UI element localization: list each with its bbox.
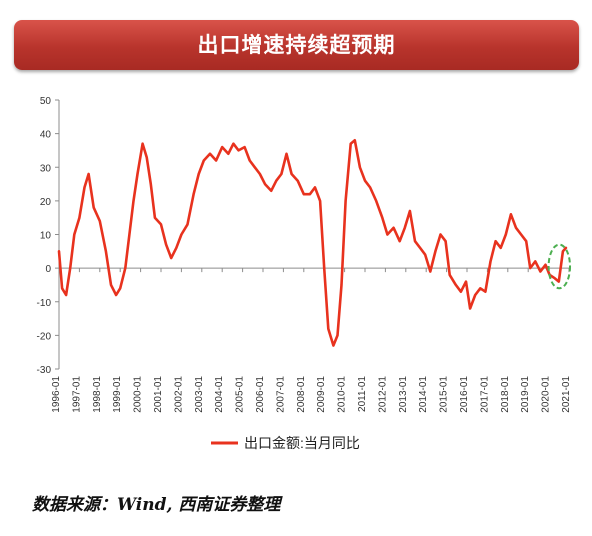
highlight-ellipse xyxy=(547,243,572,290)
x-tick-label: 2018-01 xyxy=(500,376,511,413)
x-axis: 1996-01 1997-01 1998-01 1999-01 2000-01 2001-… xyxy=(51,267,572,413)
legend: 出口金额:当月同比 xyxy=(211,435,360,451)
x-tick-label: 2012-01 xyxy=(377,376,388,413)
x-tick-label: 2011-01 xyxy=(357,376,368,412)
highlight-layer xyxy=(547,243,572,290)
y-axis: -30 -20 -10 0 10 20 30 40 50 xyxy=(37,96,60,376)
x-tick-label: 1999-01 xyxy=(112,376,123,413)
series-layer xyxy=(57,139,568,347)
x-tick-label: 2008-01 xyxy=(296,376,307,413)
y-tick-label: 50 xyxy=(40,96,52,107)
y-tick-label: 0 xyxy=(45,264,51,275)
line-chart: -30 -20 -10 0 10 20 30 40 50 1996-01 1997-01 1998-… xyxy=(37,96,572,451)
y-tick-label: 10 xyxy=(40,231,52,242)
x-tick-label: 2001-01 xyxy=(153,376,164,413)
page-title: 出口增速持续超预期 xyxy=(197,33,396,57)
x-tick-label: 2004-01 xyxy=(214,376,225,413)
x-tick-label: 2017-01 xyxy=(479,376,490,413)
x-tick-label: 2015-01 xyxy=(439,376,450,413)
source-note: 数据来源：Wind, 西南证券整理 xyxy=(32,495,281,515)
x-tick-label: 2006-01 xyxy=(255,376,266,413)
x-tick-label: 1998-01 xyxy=(92,376,103,413)
x-tick-label: 2013-01 xyxy=(398,376,409,413)
y-tick-label: 20 xyxy=(40,197,52,208)
x-tick-label: 2005-01 xyxy=(235,376,246,413)
y-tick-label: -30 xyxy=(37,365,52,376)
x-tick-label: 1996-01 xyxy=(51,376,62,413)
x-tick-label: 1997-01 xyxy=(71,376,82,413)
x-tick-label: 2020-01 xyxy=(541,376,552,413)
x-tick-label: 2007-01 xyxy=(275,376,286,413)
x-tick-label: 2016-01 xyxy=(459,376,470,413)
x-tick-label: 2014-01 xyxy=(418,376,429,413)
legend-label: 出口金额:当月同比 xyxy=(244,435,360,451)
x-tick-label: 2009-01 xyxy=(316,376,327,413)
y-tick-label: 30 xyxy=(40,163,52,174)
y-tick-label: -20 xyxy=(37,331,52,342)
x-tick-label: 2002-01 xyxy=(173,376,184,413)
y-tick-label: 40 xyxy=(40,130,52,141)
x-tick-label: 2019-01 xyxy=(520,376,531,413)
x-tick-label: 2003-01 xyxy=(194,376,205,413)
title-banner: 出口增速持续超预期 xyxy=(14,20,579,70)
chart-panel: -30 -20 -10 0 10 20 30 40 50 1996-01 1997-01 1998-… xyxy=(14,76,579,471)
y-tick-label: -10 xyxy=(37,298,52,309)
series-line xyxy=(57,139,568,347)
x-tick-label: 2021-01 xyxy=(561,376,572,413)
x-tick-label: 2000-01 xyxy=(133,376,144,413)
x-tick-label: 2010-01 xyxy=(337,376,348,413)
